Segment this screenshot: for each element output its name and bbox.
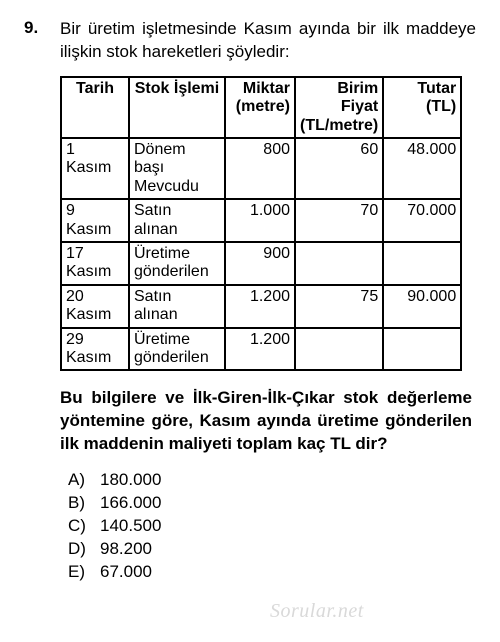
cell-tutar — [383, 242, 461, 285]
option-text: 67.000 — [100, 562, 152, 582]
table-row: 20Kasım Satınalınan 1.200 75 90.000 — [61, 285, 461, 328]
cell-tarih: 1Kasım — [61, 138, 129, 199]
option-text: 180.000 — [100, 470, 161, 490]
option-a: A) 180.000 — [68, 470, 476, 490]
col-islem: Stok İşlemi — [129, 77, 225, 138]
cell-islem: Satınalınan — [129, 285, 225, 328]
option-letter: D) — [68, 539, 90, 559]
question-number: 9. — [24, 18, 46, 64]
cell-fiyat: 60 — [295, 138, 383, 199]
cell-miktar: 1.200 — [225, 328, 295, 371]
option-letter: E) — [68, 562, 90, 582]
option-text: 98.200 — [100, 539, 152, 559]
option-text: 166.000 — [100, 493, 161, 513]
question-prompt: Bu bilgilere ve İlk-Giren-İlk-Çıkar stok… — [60, 387, 472, 456]
option-c: C) 140.500 — [68, 516, 476, 536]
cell-fiyat: 75 — [295, 285, 383, 328]
col-tarih: Tarih — [61, 77, 129, 138]
cell-tarih: 20Kasım — [61, 285, 129, 328]
cell-fiyat: 70 — [295, 199, 383, 242]
table-row: 1Kasım DönembaşıMevcudu 800 60 48.000 — [61, 138, 461, 199]
cell-miktar: 900 — [225, 242, 295, 285]
option-letter: A) — [68, 470, 90, 490]
stock-table-wrap: Tarih Stok İşlemi Miktar (metre) Birim F… — [60, 76, 476, 371]
question-intro: Bir üretim işletmesinde Kasım ayında bir… — [60, 18, 476, 64]
col-miktar: Miktar (metre) — [225, 77, 295, 138]
table-row: 29Kasım Üretimegönderilen 1.200 — [61, 328, 461, 371]
cell-islem: DönembaşıMevcudu — [129, 138, 225, 199]
option-letter: B) — [68, 493, 90, 513]
table-header-row: Tarih Stok İşlemi Miktar (metre) Birim F… — [61, 77, 461, 138]
cell-islem: Satınalınan — [129, 199, 225, 242]
cell-islem: Üretimegönderilen — [129, 242, 225, 285]
table-row: 17Kasım Üretimegönderilen 900 — [61, 242, 461, 285]
cell-miktar: 1.000 — [225, 199, 295, 242]
answer-options: A) 180.000 B) 166.000 C) 140.500 D) 98.200 E… — [68, 470, 476, 582]
col-tutar: Tutar (TL) — [383, 77, 461, 138]
cell-fiyat — [295, 242, 383, 285]
cell-fiyat — [295, 328, 383, 371]
cell-tarih: 17Kasım — [61, 242, 129, 285]
cell-tarih: 9Kasım — [61, 199, 129, 242]
cell-islem: Üretimegönderilen — [129, 328, 225, 371]
watermark-text: Sorular.net — [270, 600, 364, 623]
option-b: B) 166.000 — [68, 493, 476, 513]
col-fiyat: Birim Fiyat (TL/metre) — [295, 77, 383, 138]
cell-tutar — [383, 328, 461, 371]
option-text: 140.500 — [100, 516, 161, 536]
cell-miktar: 800 — [225, 138, 295, 199]
option-e: E) 67.000 — [68, 562, 476, 582]
stock-table: Tarih Stok İşlemi Miktar (metre) Birim F… — [60, 76, 462, 371]
table-body: 1Kasım DönembaşıMevcudu 800 60 48.000 9K… — [61, 138, 461, 370]
cell-tutar: 48.000 — [383, 138, 461, 199]
cell-tutar: 90.000 — [383, 285, 461, 328]
cell-tutar: 70.000 — [383, 199, 461, 242]
option-letter: C) — [68, 516, 90, 536]
cell-tarih: 29Kasım — [61, 328, 129, 371]
table-row: 9Kasım Satınalınan 1.000 70 70.000 — [61, 199, 461, 242]
option-d: D) 98.200 — [68, 539, 476, 559]
cell-miktar: 1.200 — [225, 285, 295, 328]
